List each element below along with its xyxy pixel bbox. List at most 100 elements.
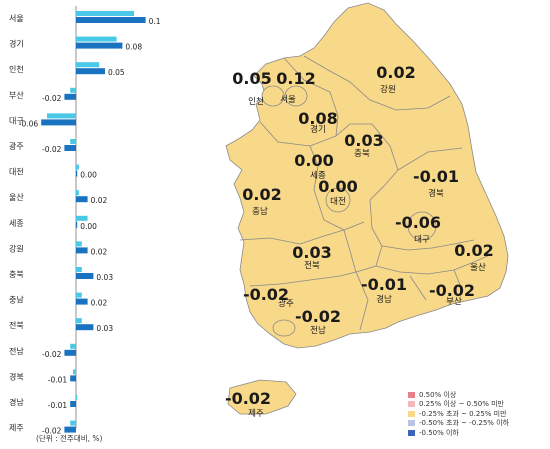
region-name: 강원 xyxy=(380,84,396,95)
previous-week-bar xyxy=(76,395,78,400)
current-week-bar xyxy=(64,426,76,433)
daejeon-shape xyxy=(325,187,351,213)
region-border xyxy=(335,123,399,273)
region-value: 0.08 xyxy=(298,109,337,128)
region-name: 광주 xyxy=(278,298,294,309)
region-name: 전북 xyxy=(304,260,320,271)
category-label: 서울 xyxy=(9,14,24,23)
current-week-bar xyxy=(76,247,88,254)
category-label: 강원 xyxy=(9,243,24,253)
region-value: -0.02 xyxy=(429,281,475,300)
value-label: 0.03 xyxy=(96,324,113,333)
previous-week-bar xyxy=(76,267,82,272)
incheon-shape xyxy=(261,85,285,107)
current-week-bar xyxy=(76,324,94,331)
region-borders xyxy=(239,55,493,331)
legend-swatch xyxy=(408,420,415,427)
region-value: 0.12 xyxy=(276,69,315,88)
region-border xyxy=(259,57,339,147)
value-label: -0.01 xyxy=(48,375,68,384)
region-border xyxy=(375,253,493,275)
region-name: 부산 xyxy=(446,296,462,307)
legend-label: -0.50% 이하 xyxy=(419,428,459,437)
value-label: 0.00 xyxy=(80,171,97,180)
value-label: 0.02 xyxy=(91,196,108,205)
region-value: -0.01 xyxy=(413,167,459,186)
region-name: 세종 xyxy=(310,171,326,181)
region-value: 0.03 xyxy=(344,131,383,150)
previous-week-bar xyxy=(70,87,76,93)
category-label: 충남 xyxy=(9,296,24,305)
value-label: 0.03 xyxy=(96,273,113,282)
previous-week-bar xyxy=(76,11,134,16)
previous-week-bar xyxy=(70,139,76,144)
region-border xyxy=(309,145,365,231)
category-label: 충북 xyxy=(9,270,24,279)
region-value: 0.00 xyxy=(294,151,333,170)
previous-week-bar xyxy=(76,190,79,196)
category-label: 광주 xyxy=(9,141,24,151)
region-name: 대전 xyxy=(330,196,346,207)
category-label: 인천 xyxy=(9,64,24,74)
previous-week-bar xyxy=(76,241,82,247)
current-week-bar xyxy=(76,68,105,75)
gwangju-shape xyxy=(272,319,296,337)
legend-item: -0.25% 초과 ~ 0.25% 미만 xyxy=(408,409,509,419)
category-label: 경북 xyxy=(9,371,24,381)
region-border xyxy=(397,147,463,171)
jeju-shape xyxy=(227,379,297,415)
region-name: 인천 xyxy=(248,96,264,107)
region-value: 0.05 xyxy=(232,69,271,88)
category-label: 경남 xyxy=(9,397,24,407)
current-week-bar xyxy=(70,401,76,407)
previous-week-bar xyxy=(76,215,88,221)
previous-week-bar xyxy=(76,36,117,42)
category-label: 전북 xyxy=(9,320,24,330)
region-name: 충북 xyxy=(354,149,370,159)
category-label: 제주 xyxy=(9,424,24,433)
region-name: 전남 xyxy=(310,325,326,336)
legend-item: -0.50% 초과 ~ -0.25% 이하 xyxy=(408,419,509,429)
previous-week-bar xyxy=(70,343,76,349)
map-legend: 0.50% 이상 0.25% 이상 ~ 0.50% 미만 -0.25% 초과 ~… xyxy=(408,390,509,438)
region-value: 0.03 xyxy=(292,243,331,262)
region-border xyxy=(453,269,463,291)
region-labels: 0.05인천0.12서울0.02강원0.08경기0.03충북0.00세종0.00… xyxy=(225,63,494,419)
region-value: -0.02 xyxy=(225,389,271,408)
seoul-shape xyxy=(284,85,308,107)
current-week-bar xyxy=(64,93,76,100)
region-name: 경북 xyxy=(428,188,444,199)
region-name: 제주 xyxy=(248,409,264,419)
category-label: 세종 xyxy=(9,219,24,228)
category-label: 경기 xyxy=(9,39,24,49)
region-border xyxy=(239,229,357,273)
region-value: -0.01 xyxy=(361,275,407,294)
value-label: 0.02 xyxy=(91,299,108,308)
region-name: 대구 xyxy=(414,235,430,245)
daegu-shape xyxy=(407,211,437,241)
legend-item: 0.25% 이상 ~ 0.50% 미만 xyxy=(408,400,509,410)
previous-week-bar xyxy=(73,369,76,375)
region-value: -0.02 xyxy=(295,307,341,326)
weekly-change-bar-chart: 서울 0.12 경기 0.08 인천 0.05 부산 -0.02 대구-0.06 광주 -0.02 대… xyxy=(9,6,160,436)
current-week-bar xyxy=(76,170,78,177)
region-value: -0.06 xyxy=(395,213,441,232)
korea-region-map: 0.05인천0.12서울0.02강원0.08경기0.03충북0.00세종0.00… xyxy=(225,2,509,419)
region-name: 경기 xyxy=(310,124,326,135)
legend-swatch xyxy=(408,429,415,436)
region-name: 경남 xyxy=(376,294,392,305)
category-label: 전남 xyxy=(9,346,24,356)
value-label: 0.05 xyxy=(108,68,125,77)
category-label: 대전 xyxy=(9,167,24,177)
value-label: -0.02 xyxy=(42,94,62,103)
previous-week-bar xyxy=(76,62,100,68)
region-name: 울산 xyxy=(470,262,486,273)
legend-item: 0.50% 이상 xyxy=(408,390,509,400)
region-value: 0.02 xyxy=(454,241,493,260)
current-week-bar xyxy=(76,42,123,49)
unit-note: (단위 : 전주대비, %) xyxy=(36,434,103,443)
region-value: 0.02 xyxy=(242,185,281,204)
legend-label: -0.50% 초과 ~ -0.25% 이하 xyxy=(419,419,510,428)
region-value: 0.00 xyxy=(318,177,357,196)
category-label: 울산 xyxy=(9,192,24,202)
